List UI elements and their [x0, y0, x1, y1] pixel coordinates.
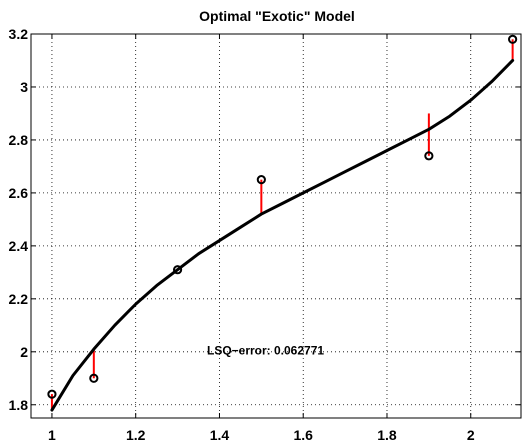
y-tick-label: 3.2 [9, 26, 29, 42]
y-tick-label: 2 [20, 344, 28, 360]
lsq-error-annotation: LSQ−error: 0.062771 [207, 343, 324, 357]
plot-area [31, 34, 521, 418]
axis-ticks: 1 1.2 1.4 1.6 1.8 2 1.8 2 2.2 2.4 2.6 2.8 3 3.2 [9, 26, 521, 443]
data-point [424, 151, 434, 161]
y-tick-label: 3 [20, 79, 28, 95]
data-point [47, 389, 57, 399]
x-tick-label: 1.6 [293, 427, 313, 443]
data-point [89, 373, 99, 383]
y-tick-label: 2.6 [9, 185, 29, 201]
data-point [172, 265, 183, 275]
y-tick-label: 1.8 [9, 397, 29, 413]
fitted-curve [50, 58, 515, 412]
data-point [508, 34, 518, 44]
y-tick-label: 2.8 [9, 132, 29, 148]
plot-frame [30, 33, 522, 419]
chart-title: Optimal "Exotic" Model [199, 8, 355, 24]
x-tick-label: 1.8 [377, 427, 397, 443]
x-tick-label: 2 [467, 427, 475, 443]
fitted-curve-line [50, 58, 515, 412]
x-tick-label: 1.4 [210, 427, 230, 443]
data-point [256, 175, 266, 185]
annotations: LSQ−error: 0.062771 [207, 343, 324, 357]
y-tick-label: 2.4 [9, 238, 29, 254]
data-points [47, 34, 518, 399]
x-tick-label: 1 [48, 427, 56, 443]
y-tick-label: 2.2 [9, 291, 29, 307]
x-tick-label: 1.2 [126, 427, 146, 443]
